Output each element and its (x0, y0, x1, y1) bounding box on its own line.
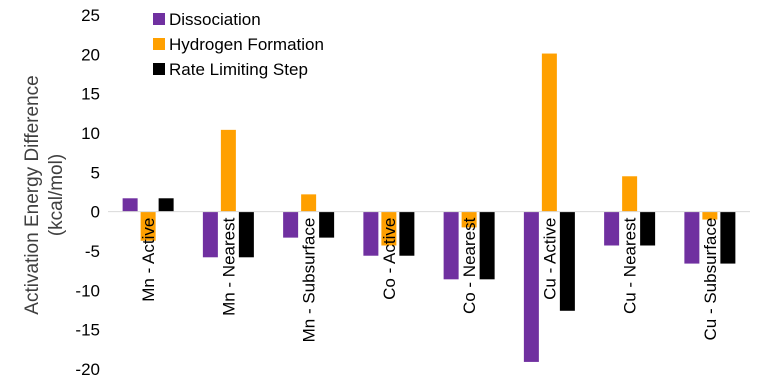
bar (640, 211, 656, 246)
bar (702, 211, 718, 220)
series-2 (158, 198, 736, 311)
bar (523, 211, 539, 362)
x-category-label: Co - Active (380, 218, 399, 300)
y-tick-label: 10 (81, 124, 100, 143)
legend-label: Dissociation (169, 10, 261, 29)
legend-label: Hydrogen Formation (169, 35, 324, 54)
bar (622, 176, 638, 212)
y-axis-title: Activation Energy Difference (kcal/mol) (22, 75, 67, 314)
bar (319, 211, 335, 238)
y-tick-label: 20 (81, 45, 100, 64)
legend-item: Dissociation (153, 10, 261, 29)
x-category-label: Mn - Subsurface (300, 218, 319, 343)
y-tick-label: -20 (75, 360, 100, 379)
y-tick-label: 25 (81, 6, 100, 25)
bar (363, 211, 379, 256)
x-category-label: Mn - Active (139, 218, 158, 302)
x-category-label: Cu - Subsurface (701, 218, 720, 341)
bar (140, 211, 156, 241)
bar-series (122, 53, 736, 362)
bar (122, 198, 138, 212)
bar (684, 211, 700, 264)
x-category-label: Cu - Nearest (621, 217, 640, 314)
series-1 (140, 53, 718, 246)
legend-item: Hydrogen Formation (153, 35, 324, 54)
x-category-label: Mn - Nearest (219, 217, 238, 316)
legend: Dissociation Hydrogen Formation Rate Limit… (153, 10, 324, 79)
bar (283, 211, 299, 238)
bar (541, 53, 557, 212)
legend-swatch (153, 38, 165, 50)
bar (301, 194, 317, 212)
y-tick-label: 5 (91, 163, 100, 182)
legend-swatch (153, 63, 165, 75)
bar (720, 211, 736, 264)
legend-item: Rate Limiting Step (153, 60, 308, 79)
bar (158, 198, 174, 212)
y-tick-label: -15 (75, 321, 100, 340)
y-axis-title-line-1: Activation Energy Difference (22, 75, 43, 314)
bar (461, 211, 477, 228)
y-tick-label: -5 (85, 242, 100, 261)
bar (559, 211, 575, 311)
bar (220, 129, 236, 212)
x-category-label: Co - Nearest (460, 217, 479, 314)
bar (381, 211, 397, 246)
series-0 (122, 198, 700, 362)
y-tick-label: 0 (91, 203, 100, 222)
bar (399, 211, 415, 256)
x-axis-category-labels: Mn - Active Mn - Nearest Mn - Subsurface Co… (139, 217, 720, 342)
y-tick-label: -10 (75, 281, 100, 300)
legend-label: Rate Limiting Step (169, 60, 308, 79)
bar (443, 211, 459, 280)
bar (604, 211, 620, 246)
bar (479, 211, 495, 280)
y-axis-ticks: 25 20 15 10 5 0 -5 -10 -15 -20 (75, 6, 100, 379)
bar (238, 211, 254, 258)
legend-swatch (153, 13, 165, 25)
x-category-label: Cu - Active (540, 218, 559, 300)
y-axis-title-line-2: (kcal/mol) (46, 154, 67, 236)
bar (202, 211, 218, 258)
y-tick-label: 15 (81, 85, 100, 104)
